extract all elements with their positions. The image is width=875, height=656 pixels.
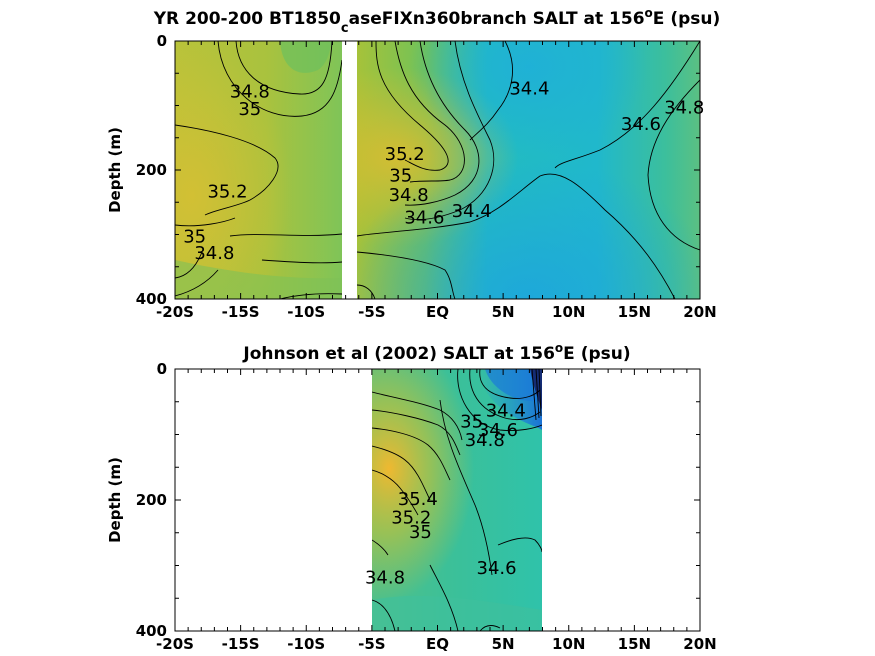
- x-tick-label: 10N: [552, 303, 585, 321]
- x-tick-label: -15S: [222, 303, 260, 321]
- contour-label: 34.4: [509, 78, 549, 99]
- x-tick-label: -5S: [358, 303, 385, 321]
- x-tick-label: -20S: [156, 635, 194, 653]
- contour-label: 34.8: [230, 82, 270, 103]
- top-contours-north: [357, 41, 700, 299]
- top-title: YR 200-200 BT1850caseFIXn360branch SALT …: [153, 6, 721, 36]
- x-tick-label: 20N: [683, 635, 716, 653]
- x-tick-label: 15N: [618, 303, 651, 321]
- contour-label: 34.6: [621, 114, 661, 135]
- bottom-title: Johnson et al (2002) SALT at 156oE (psu): [242, 341, 630, 364]
- top-panel: YR 200-200 BT1850caseFIXn360branch SALT …: [106, 6, 720, 321]
- contour-label: 35.4: [398, 489, 438, 510]
- y-tick-label: 200: [136, 491, 167, 509]
- bottom-y-ticks: 0 200 400: [136, 360, 700, 640]
- bottom-field: [372, 369, 542, 631]
- contour-label: 34.6: [477, 558, 517, 579]
- x-tick-label: EQ: [426, 303, 449, 321]
- contour-label: 35: [460, 412, 483, 433]
- contour-label: 35.2: [385, 144, 425, 165]
- x-tick-label: EQ: [426, 635, 449, 653]
- x-tick-label: -15S: [222, 635, 260, 653]
- contour-label: 34.6: [404, 207, 444, 228]
- y-tick-label: 400: [136, 622, 167, 640]
- contour-label: 35: [183, 227, 206, 248]
- x-tick-label: 5N: [492, 303, 515, 321]
- contour-label: 35.2: [391, 507, 431, 528]
- x-tick-label: 10N: [552, 635, 585, 653]
- bottom-x-ticks: -20S -15S -10S -5S EQ 5N 10N 15N 20N: [156, 369, 717, 653]
- bottom-panel: Johnson et al (2002) SALT at 156oE (psu): [106, 341, 717, 653]
- contour-label: 34.4: [486, 401, 526, 422]
- top-field-north: [357, 41, 700, 299]
- x-tick-label: -10S: [287, 303, 325, 321]
- contour-label: 35.2: [207, 182, 247, 203]
- contour-label: 35: [409, 522, 432, 543]
- contour-label: 35: [238, 99, 261, 120]
- y-tick-label: 400: [136, 290, 167, 308]
- x-tick-label: -5S: [358, 635, 385, 653]
- y-tick-label: 200: [136, 161, 167, 179]
- x-tick-label: 15N: [618, 635, 651, 653]
- x-tick-label: -10S: [287, 635, 325, 653]
- contour-label: 34.8: [365, 568, 405, 589]
- contour-label: 34.8: [465, 430, 505, 451]
- contour-label: 35: [389, 165, 412, 186]
- top-ylabel: Depth (m): [106, 127, 124, 213]
- top-data-gap: [342, 41, 357, 299]
- top-field-south: [175, 41, 342, 299]
- contour-label: 34.8: [664, 98, 704, 119]
- bottom-contours: [372, 369, 542, 631]
- bottom-ylabel: Depth (m): [106, 457, 124, 543]
- contour-label: 34.6: [478, 420, 518, 441]
- x-tick-label: -20S: [156, 303, 194, 321]
- contour-label: 34.8: [389, 185, 429, 206]
- x-tick-label: 20N: [683, 303, 716, 321]
- contour-label: 34.4: [452, 201, 492, 222]
- contour-label: 34.8: [194, 243, 234, 264]
- y-tick-label: 0: [157, 32, 167, 50]
- top-contours-south: [175, 41, 342, 299]
- y-tick-label: 0: [157, 360, 167, 378]
- top-y-ticks: 0 200 400: [136, 32, 700, 308]
- top-x-ticks: -20S -15S -10S -5S EQ 5N 10N 15N 20N: [156, 41, 717, 321]
- x-tick-label: 5N: [492, 635, 515, 653]
